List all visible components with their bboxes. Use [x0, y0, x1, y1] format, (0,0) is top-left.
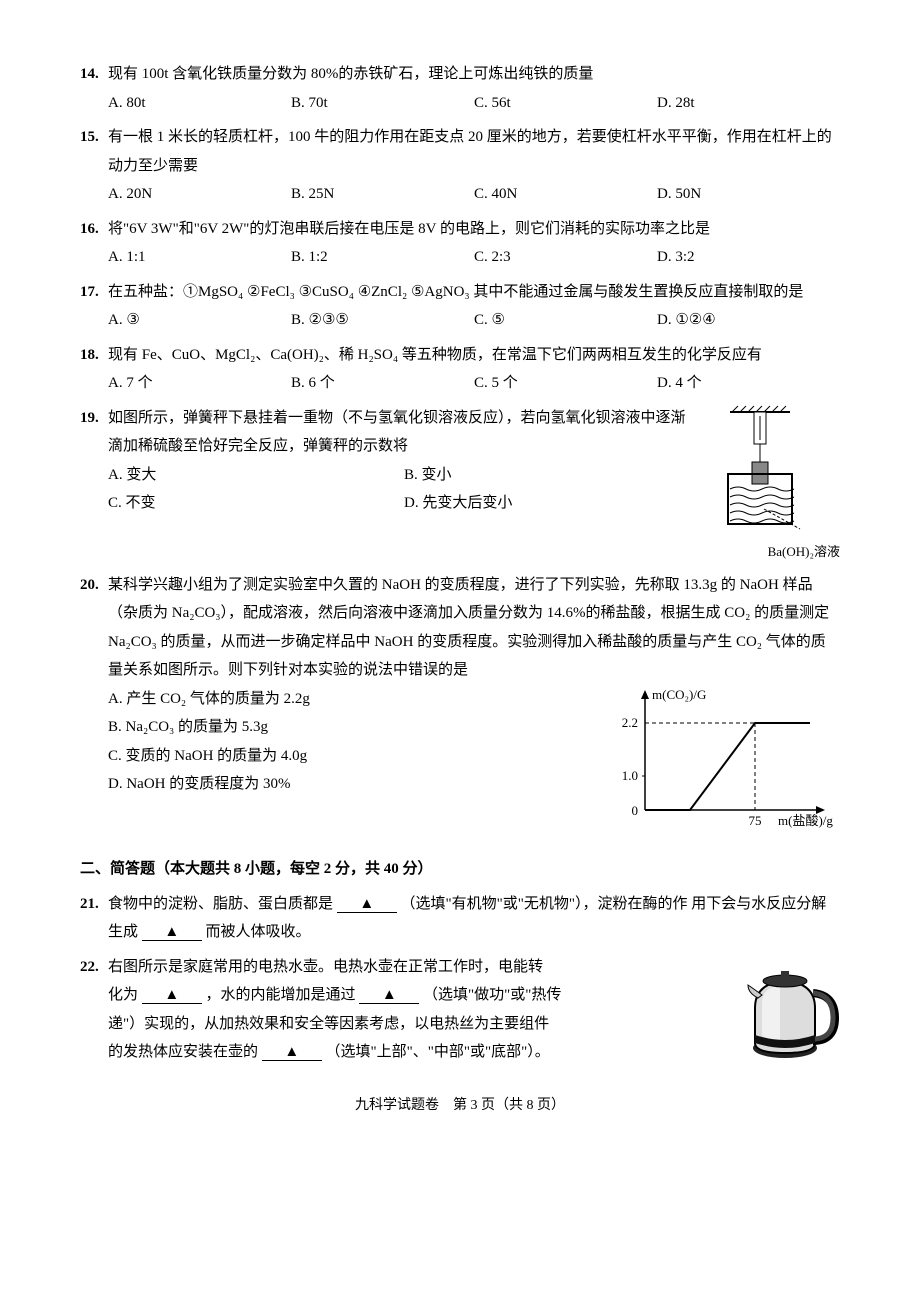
q21-tail2: 而被人体吸收。 [206, 924, 311, 940]
q20-opt-d: D. NaOH 的变质程度为 30% [108, 770, 610, 799]
question-16: 16. 将"6V 3W"和"6V 2W"的灯泡串联后接在电压是 8V 的电路上，… [80, 215, 840, 272]
q18-opt-a: A. 7 个 [108, 369, 291, 398]
q19-opt-b: B. 变小 [404, 461, 700, 490]
q16-text: 将"6V 3W"和"6V 2W"的灯泡串联后接在电压是 8V 的电路上，则它们消… [80, 215, 840, 244]
q16-num: 16. [80, 215, 99, 244]
q17-opt-c: C. ⑤ [474, 306, 657, 335]
question-18: 18. 现有 Fe、CuO、MgCl₂、Ca(OH)₂、稀 H₂SO₄ 等五种物… [80, 341, 840, 398]
q19-num: 19. [80, 404, 99, 433]
q22-blank1: ▲ [142, 988, 202, 1004]
q16-opt-c: C. 2:3 [474, 243, 657, 272]
q16-opt-d: D. 3:2 [657, 243, 840, 272]
q15-opt-c: C. 40N [474, 180, 657, 209]
q20-ytick-2: 2.2 [622, 715, 638, 730]
q22-num: 22. [80, 953, 99, 982]
q17-options: A. ③ B. ②③⑤ C. ⑤ D. ①②④ [80, 306, 840, 335]
q15-num: 15. [80, 123, 99, 152]
q17-opt-d: D. ①②④ [657, 306, 840, 335]
q17-num: 17. [80, 278, 99, 307]
q21-blank1: ▲ [337, 897, 397, 913]
q14-num: 14. [80, 60, 99, 89]
q18-text: 现有 Fe、CuO、MgCl₂、Ca(OH)₂、稀 H₂SO₄ 等五种物质，在常… [80, 341, 840, 370]
q15-options: A. 20N B. 25N C. 40N D. 50N [80, 180, 840, 209]
q20-xtick-0: 75 [749, 813, 762, 828]
q20-opt-a: A. 产生 CO₂ 气体的质量为 2.2g [108, 685, 610, 714]
q20-ytick-0: 0 [632, 803, 639, 818]
q21-blank2: ▲ [142, 925, 202, 941]
q21-num: 21. [80, 890, 99, 919]
q22-blank2: ▲ [359, 988, 419, 1004]
q20-chart: 0 1.0 2.2 75 m(CO₂)/G m(盐酸)/g [610, 685, 840, 846]
q22-part1: 右图所示是家庭常用的电热水壶。电热水壶在正常工作时，电能转 [108, 959, 543, 975]
question-17: 17. 在五种盐：①MgSO₄ ②FeCl₃ ③CuSO₄ ④ZnCl₂ ⑤Ag… [80, 278, 840, 335]
question-14: 14. 现有 100t 含氧化铁质量分数为 80%的赤铁矿石，理论上可炼出纯铁的… [80, 60, 840, 117]
q18-opt-b: B. 6 个 [291, 369, 474, 398]
q20-ytick-1: 1.0 [622, 768, 638, 783]
q16-options: A. 1:1 B. 1:2 C. 2:3 D. 3:2 [80, 243, 840, 272]
q19-opt-c: C. 不变 [108, 489, 404, 518]
q16-opt-a: A. 1:1 [108, 243, 291, 272]
q19-opt-d: D. 先变大后变小 [404, 489, 700, 518]
q17-opt-a: A. ③ [108, 306, 291, 335]
q15-opt-b: B. 25N [291, 180, 474, 209]
q14-text: 现有 100t 含氧化铁质量分数为 80%的赤铁矿石，理论上可炼出纯铁的质量 [80, 60, 840, 89]
q14-opt-b: B. 70t [291, 89, 474, 118]
q22-hint2: （选填"做功"或"热传 [423, 987, 561, 1003]
q15-text: 有一根 1 米长的轻质杠杆，100 牛的阻力作用在距支点 20 厘米的地方，若要… [80, 123, 840, 180]
q15-opt-a: A. 20N [108, 180, 291, 209]
q22-part2b: ，水的内能增加是通过 [206, 987, 356, 1003]
q18-options: A. 7 个 B. 6 个 C. 5 个 D. 4 个 [80, 369, 840, 398]
q22-part3: 递"）实现的，从加热效果和安全等因素考虑，以电热丝为主要组件 [108, 1016, 549, 1032]
q20-ylabel: m(CO₂)/G [652, 687, 706, 702]
question-15: 15. 有一根 1 米长的轻质杠杆，100 牛的阻力作用在距支点 20 厘米的地… [80, 123, 840, 209]
q20-opt-b: B. Na₂CO₃ 的质量为 5.3g [108, 713, 610, 742]
q14-opt-d: D. 28t [657, 89, 840, 118]
q20-num: 20. [80, 571, 99, 600]
q19-figure: Ba(OH)₂溶液 [710, 404, 840, 565]
question-19: Ba(OH)₂溶液 19. 如图所示，弹簧秤下悬挂着一重物（不与氢氧化钡溶液反应… [80, 404, 840, 565]
q17-text: 在五种盐：①MgSO₄ ②FeCl₃ ③CuSO₄ ④ZnCl₂ ⑤AgNO₃ … [80, 278, 840, 307]
q20-text1: 某科学兴趣小组为了测定实验室中久置的 NaOH 的变质程度，进行了下列实验，先称… [80, 571, 840, 685]
q16-opt-b: B. 1:2 [291, 243, 474, 272]
page-footer: 九科学试题卷 第 3 页（共 8 页） [80, 1093, 840, 1120]
question-21: 21. 食物中的淀粉、脂肪、蛋白质都是 ▲ （选填"有机物"或"无机物"），淀粉… [80, 890, 840, 947]
q14-options: A. 80t B. 70t C. 56t D. 28t [80, 89, 840, 118]
q14-opt-c: C. 56t [474, 89, 657, 118]
q18-num: 18. [80, 341, 99, 370]
q22-part2a: 化为 [108, 987, 138, 1003]
section2-header: 二、简答题（本大题共 8 小题，每空 2 分，共 40 分） [80, 855, 840, 884]
q22-part4a: 的发热体应安装在壶的 [108, 1044, 258, 1060]
q17-opt-b: B. ②③⑤ [291, 306, 474, 335]
question-20: 20. 某科学兴趣小组为了测定实验室中久置的 NaOH 的变质程度，进行了下列实… [80, 571, 840, 846]
q22-figure [740, 953, 840, 1074]
q14-opt-a: A. 80t [108, 89, 291, 118]
q15-opt-d: D. 50N [657, 180, 840, 209]
q20-xlabel: m(盐酸)/g [778, 813, 833, 828]
q21-body: 食物中的淀粉、脂肪、蛋白质都是 ▲ （选填"有机物"或"无机物"），淀粉在酶的作… [80, 890, 840, 947]
q19-options: A. 变大 B. 变小 C. 不变 D. 先变大后变小 [80, 461, 700, 518]
q18-opt-d: D. 4 个 [657, 369, 840, 398]
q19-opt-a: A. 变大 [108, 461, 404, 490]
q22-body: 右图所示是家庭常用的电热水壶。电热水壶在正常工作时，电能转 化为 ▲ ，水的内能… [80, 953, 840, 1067]
q21-hint1: （选填"有机物"或"无机物"），淀粉在酶的作 [401, 896, 688, 912]
q20-opt-c: C. 变质的 NaOH 的质量为 4.0g [108, 742, 610, 771]
q18-opt-c: C. 5 个 [474, 369, 657, 398]
q21-part1: 食物中的淀粉、脂肪、蛋白质都是 [108, 896, 333, 912]
q22-hint4: （选填"上部"、"中部"或"底部"）。 [326, 1044, 550, 1060]
question-22: 22. 右图所示是家庭常用的电热水壶。电热水壶在正常工作时，电能转 化为 ▲ ，… [80, 953, 840, 1074]
q19-fig-label: Ba(OH)₂溶液 [710, 540, 840, 565]
q22-blank3: ▲ [262, 1045, 322, 1061]
